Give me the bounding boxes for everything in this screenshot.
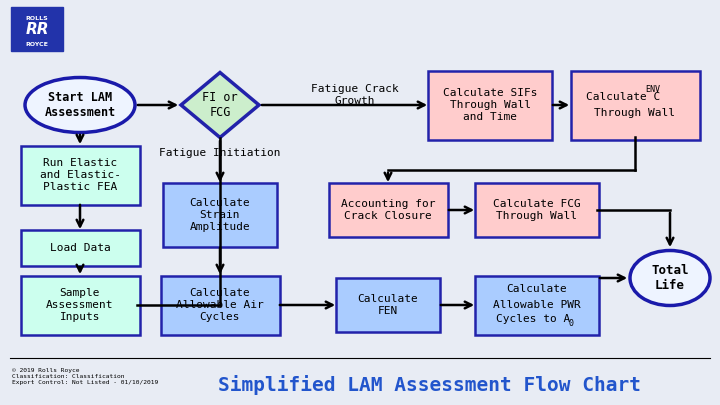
Text: Allowable PWR: Allowable PWR — [493, 300, 581, 310]
Ellipse shape — [630, 251, 710, 305]
FancyBboxPatch shape — [428, 70, 552, 139]
Text: Start LAM
Assessment: Start LAM Assessment — [45, 91, 116, 119]
FancyBboxPatch shape — [475, 275, 599, 335]
Text: Accounting for
Crack Closure: Accounting for Crack Closure — [341, 199, 436, 221]
FancyBboxPatch shape — [328, 183, 448, 237]
FancyBboxPatch shape — [11, 7, 63, 51]
FancyBboxPatch shape — [163, 183, 277, 247]
Text: Cycles to A: Cycles to A — [496, 314, 570, 324]
Text: Calculate
FEN: Calculate FEN — [358, 294, 418, 316]
Text: 0: 0 — [569, 318, 574, 328]
FancyBboxPatch shape — [570, 70, 700, 139]
Text: FI or
FCG: FI or FCG — [202, 91, 238, 119]
Text: Sample
Assessment
Inputs: Sample Assessment Inputs — [46, 288, 114, 322]
Text: Simplified LAM Assessment Flow Chart: Simplified LAM Assessment Flow Chart — [218, 375, 642, 395]
Text: Calculate FCG
Through Wall: Calculate FCG Through Wall — [493, 199, 581, 221]
Text: ROYCE: ROYCE — [26, 41, 48, 47]
Text: Calculate C: Calculate C — [586, 92, 660, 102]
Text: Run Elastic
and Elastic-
Plastic FEA: Run Elastic and Elastic- Plastic FEA — [40, 158, 120, 192]
Text: Fatigue Initiation: Fatigue Initiation — [159, 148, 281, 158]
FancyBboxPatch shape — [336, 278, 440, 332]
FancyBboxPatch shape — [475, 183, 599, 237]
FancyBboxPatch shape — [20, 275, 140, 335]
Text: ROLLS: ROLLS — [26, 15, 48, 21]
FancyBboxPatch shape — [161, 275, 279, 335]
Text: Total
Life: Total Life — [652, 264, 689, 292]
Text: RR: RR — [25, 23, 49, 38]
Text: Calculate
Allowable Air
Cycles: Calculate Allowable Air Cycles — [176, 288, 264, 322]
Text: Calculate SIFs
Through Wall
and Time: Calculate SIFs Through Wall and Time — [443, 88, 537, 122]
Text: Calculate: Calculate — [507, 284, 567, 294]
Text: Fatigue Crack
Growth: Fatigue Crack Growth — [311, 84, 399, 106]
Polygon shape — [181, 72, 259, 138]
FancyBboxPatch shape — [20, 145, 140, 205]
Text: ENV: ENV — [646, 85, 660, 94]
Ellipse shape — [25, 77, 135, 132]
Text: © 2019 Rolls Royce
Classification: Classification
Export Control: Not Listed - 0: © 2019 Rolls Royce Classification: Class… — [12, 368, 158, 385]
Text: Calculate
Strain
Amplitude: Calculate Strain Amplitude — [189, 198, 251, 232]
Text: Load Data: Load Data — [50, 243, 110, 253]
Text: Through Wall: Through Wall — [595, 108, 675, 118]
FancyBboxPatch shape — [20, 230, 140, 266]
